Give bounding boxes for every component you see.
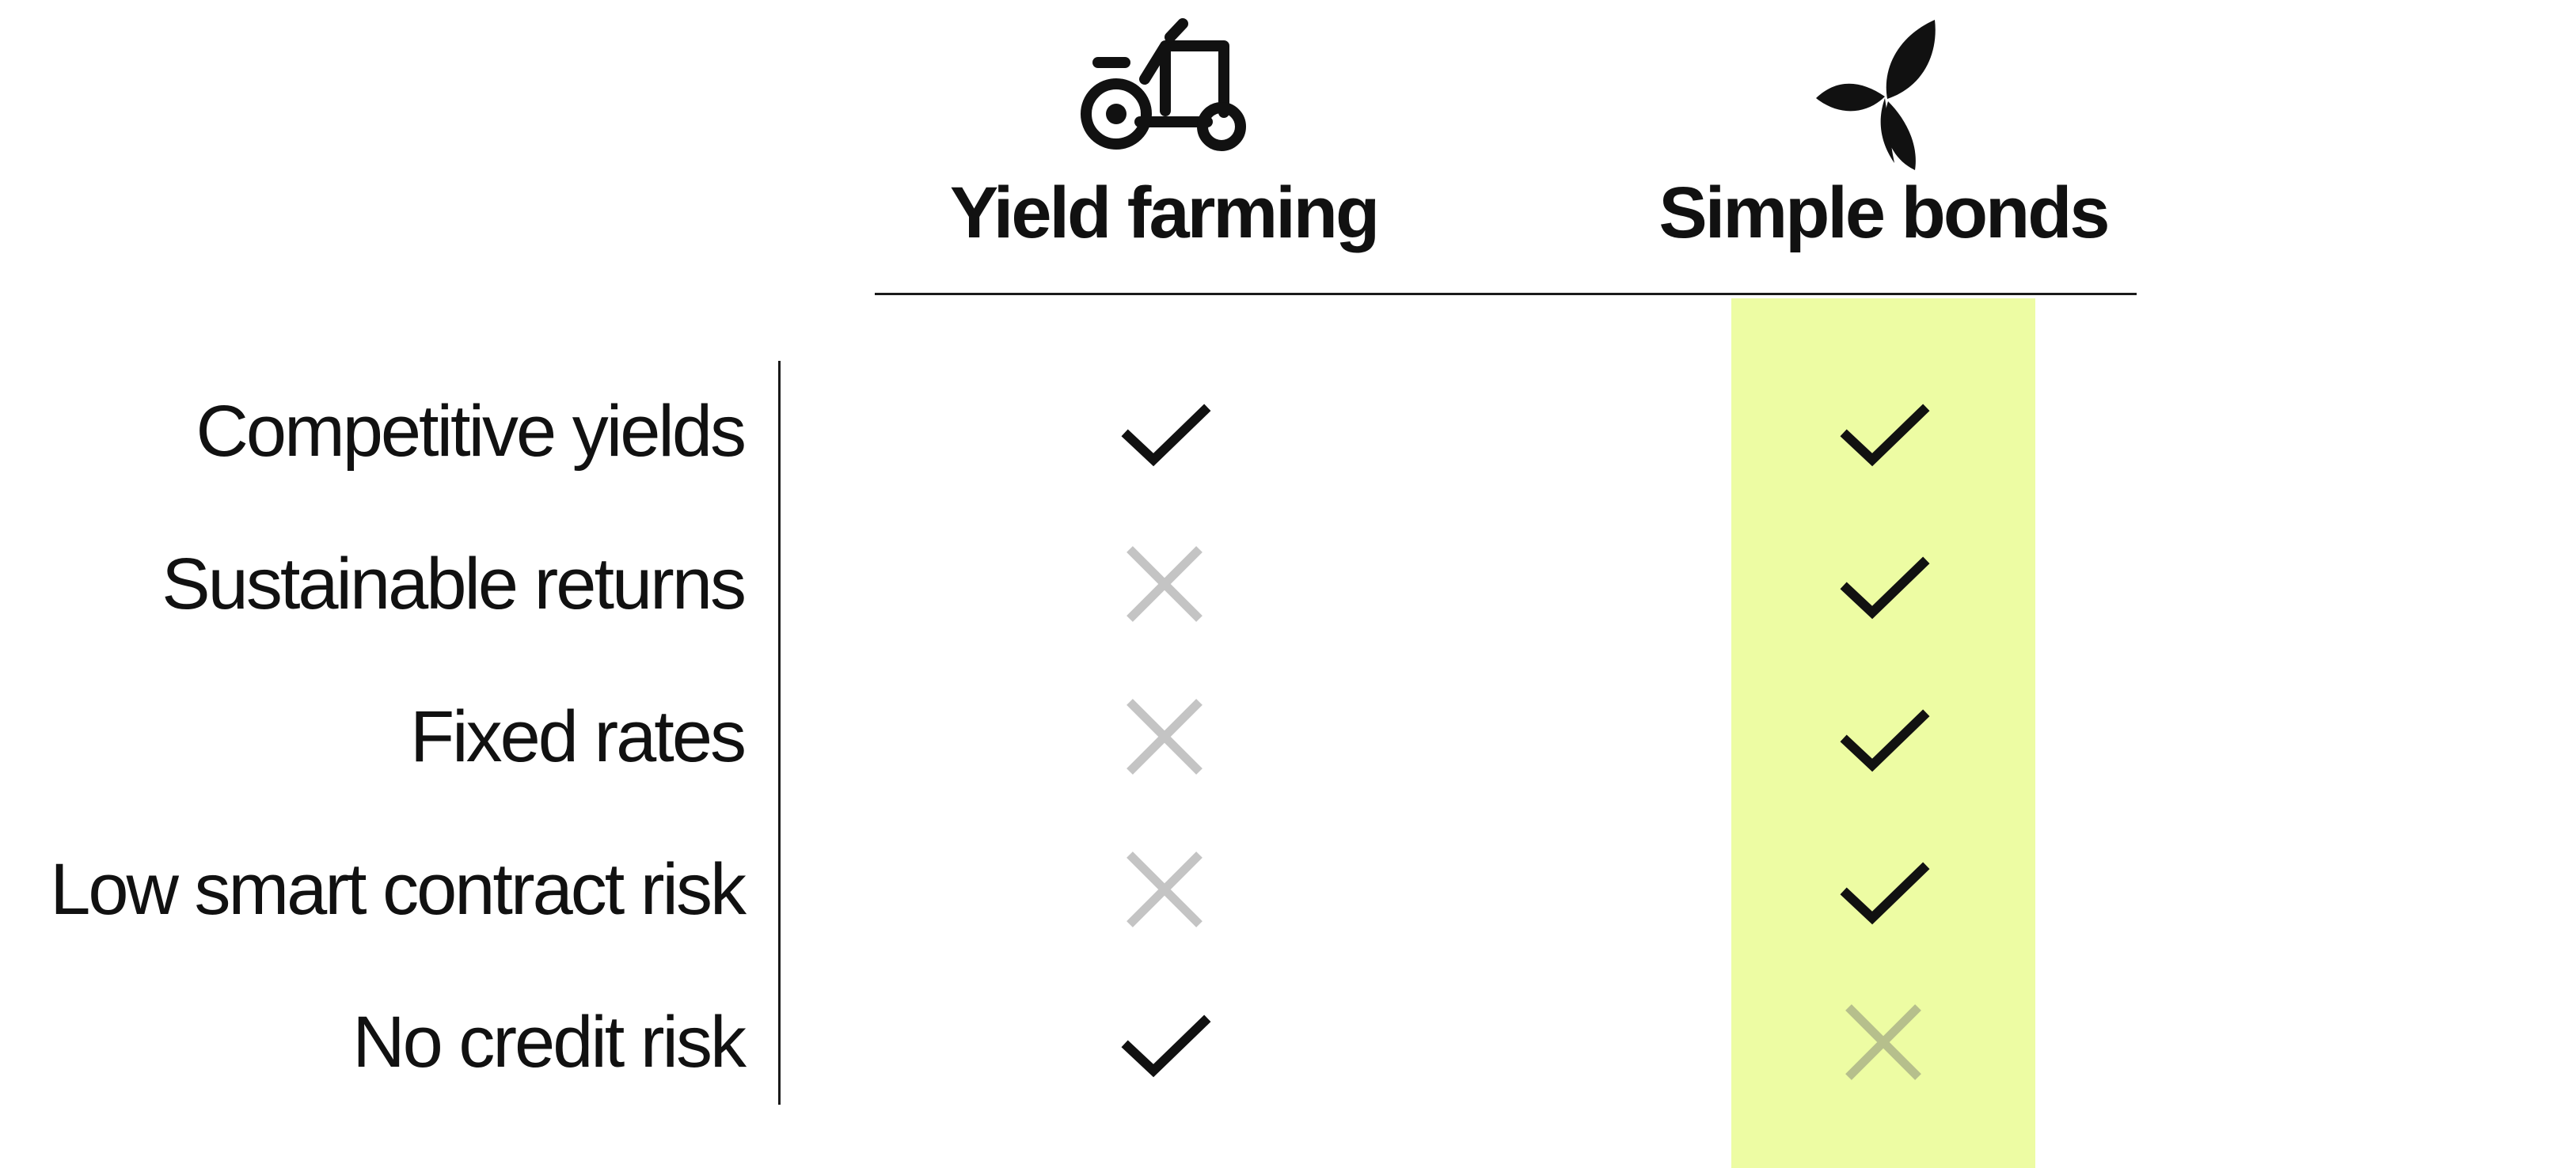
check-icon (1836, 842, 1931, 937)
table-row: Sustainable returns (0, 525, 2576, 643)
check-icon (1117, 995, 1212, 1090)
check-icon (1836, 689, 1931, 784)
tractor-icon (1081, 18, 1246, 151)
cross-icon (1117, 537, 1212, 631)
table-row: Fixed rates (0, 677, 2576, 796)
table-row: Competitive yields (0, 372, 2576, 491)
table-row: Low smart contract risk (0, 830, 2576, 949)
row-label: No credit risk (352, 1002, 747, 1083)
column-title: Yield farming (949, 173, 1380, 253)
cross-icon (1117, 689, 1212, 784)
check-icon (1836, 384, 1931, 479)
column-header-yield-farming: Yield farming (847, 0, 1480, 261)
leaf-icon (1816, 20, 1936, 170)
row-label: Low smart contract risk (50, 849, 747, 930)
column-title: Simple bonds (1658, 173, 2110, 253)
row-label: Sustainable returns (161, 544, 747, 624)
cross-icon (1117, 842, 1212, 937)
label-divider (778, 361, 781, 1105)
row-label: Fixed rates (409, 696, 747, 777)
cross-icon (1836, 995, 1931, 1090)
row-label: Competitive yields (196, 391, 747, 472)
table-row: No credit risk (0, 983, 2576, 1102)
check-icon (1836, 537, 1931, 631)
column-header-simple-bonds: Simple bonds (1567, 0, 2200, 261)
check-icon (1117, 384, 1212, 479)
header-divider (875, 293, 2137, 295)
